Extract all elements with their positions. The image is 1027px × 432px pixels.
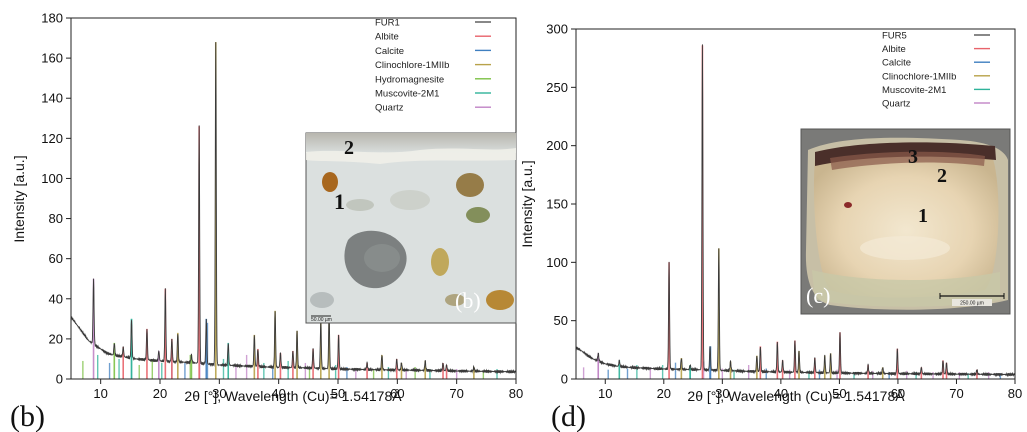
legend-entry-label: Quartz <box>882 99 911 110</box>
legend-entry-label: Clinochlore-1MIIb <box>882 71 956 82</box>
y-tick-label: 80 <box>49 211 63 226</box>
panel-b-inset-marker-2: 2 <box>344 137 354 159</box>
x-tick-label: 20 <box>153 386 167 401</box>
panel-b-x-axis-label: 2θ [°], Wavelength (Cu)= 1.54178Å <box>184 388 402 404</box>
panel-d-y-ticks: 0 50 100 150 200 250 300 <box>546 22 576 387</box>
x-tick-label: 10 <box>93 386 107 401</box>
legend-entry-label: Clinochlore-1MIIb <box>375 60 449 71</box>
panel-b-y-axis-label: Intensity [a.u.] <box>11 155 27 242</box>
panel-d-inset-marker-3: 3 <box>908 146 918 168</box>
y-tick-label: 120 <box>41 131 63 146</box>
legend-entry-label: Hydromagnesite <box>375 74 444 85</box>
y-tick-label: 60 <box>49 251 63 266</box>
y-tick-label: 180 <box>41 11 63 26</box>
y-tick-label: 0 <box>561 372 568 387</box>
panel-b-y-ticks: 0 20 40 60 80 100 120 140 160 180 <box>41 11 71 387</box>
panel-d-y-axis-label: Intensity [a.u.] <box>519 160 535 247</box>
legend-entry-label: Muscovite-2M1 <box>375 89 439 100</box>
legend-entry-label: Calcite <box>375 46 404 57</box>
panel-d-legend: FUR5 Albite Calcite Clinochlore-1MIIb Muscov… <box>882 31 990 110</box>
y-tick-label: 0 <box>56 372 63 387</box>
y-tick-label: 40 <box>49 291 63 306</box>
panel-b-inset-marker-1: 1 <box>334 189 345 214</box>
legend-entry-label: Calcite <box>882 58 911 69</box>
legend-entry-label: FUR5 <box>882 31 907 42</box>
y-tick-label: 250 <box>546 80 568 95</box>
y-tick-label: 50 <box>554 313 568 328</box>
y-tick-label: 140 <box>41 91 63 106</box>
x-tick-label: 10 <box>598 386 612 401</box>
x-tick-label: 80 <box>1008 386 1022 401</box>
y-tick-label: 150 <box>546 197 568 212</box>
y-tick-label: 300 <box>546 22 568 37</box>
panel-d-label: (d) <box>551 400 586 432</box>
legend-entry-label: Muscovite-2M1 <box>882 85 946 96</box>
panel-d-inset-label: (c) <box>806 283 830 308</box>
legend-entry-label: Quartz <box>375 103 404 114</box>
panel-b-inset-label: (b) <box>455 288 481 313</box>
panel-d-x-axis-label: 2θ [°], Wavelength (Cu)= 1.54178Å <box>687 388 905 404</box>
panel-d-inset-micrograph: 3 2 1 (c) 250.00 µm <box>801 129 1010 314</box>
x-tick-label: 70 <box>949 386 963 401</box>
y-tick-label: 100 <box>546 255 568 270</box>
panel-b-legend: FUR1 Albite Calcite Clinochlore-1MIIb Hydrom… <box>375 18 491 114</box>
y-tick-label: 160 <box>41 51 63 66</box>
y-tick-label: 100 <box>41 171 63 186</box>
panel-b-inset-micrograph: 2 1 (b) 50.00 µm <box>306 133 516 323</box>
panel-b-label: (b) <box>10 400 45 432</box>
x-tick-label: 80 <box>509 386 523 401</box>
y-tick-label: 20 <box>49 331 63 346</box>
x-tick-label: 20 <box>657 386 671 401</box>
panel-d-inset-marker-1: 1 <box>918 205 928 227</box>
legend-entry-label: Albite <box>882 44 906 55</box>
panel-d-scale-text: 250.00 µm <box>960 301 984 307</box>
panel-d-inset-marker-2: 2 <box>937 165 947 187</box>
x-tick-label: 70 <box>449 386 463 401</box>
legend-entry-label: FUR1 <box>375 18 400 29</box>
legend-entry-label: Albite <box>375 32 399 43</box>
y-tick-label: 200 <box>546 138 568 153</box>
panel-b-scale-text: 50.00 µm <box>311 317 332 323</box>
